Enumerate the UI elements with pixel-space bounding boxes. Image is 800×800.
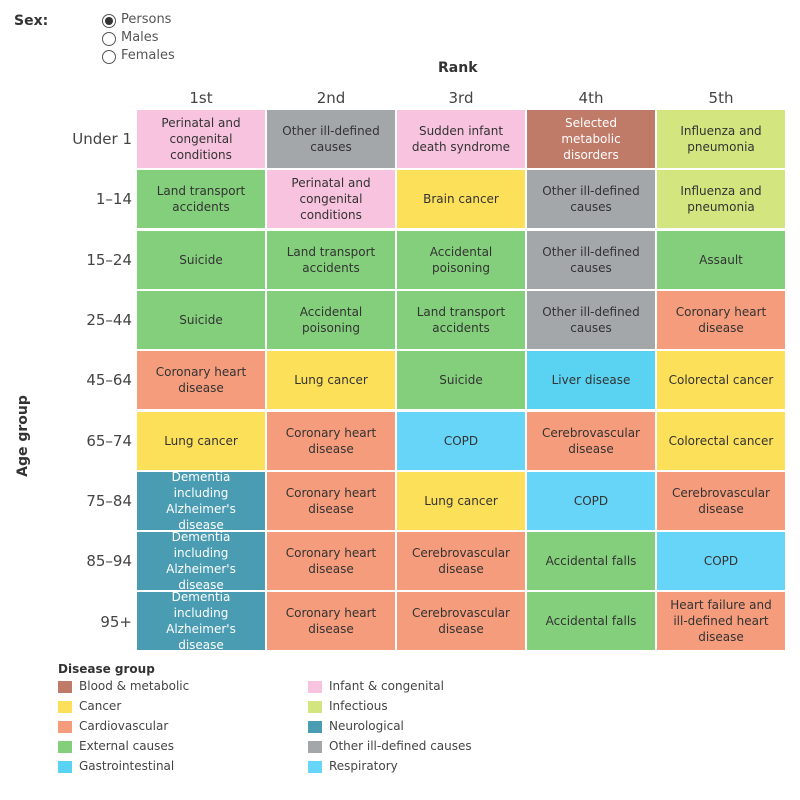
rank-header: 1st	[189, 89, 213, 107]
age-group-label: 1–14	[95, 190, 132, 209]
cause-cell[interactable]: Cerebrovascular disease	[657, 471, 785, 530]
age-group-label: 25–44	[86, 311, 132, 330]
cause-cell[interactable]: Land transport accidents	[137, 170, 265, 229]
cause-cell[interactable]: Coronary heart disease	[137, 351, 265, 410]
cause-cell[interactable]: Suicide	[137, 290, 265, 349]
cause-cell[interactable]: Suicide	[397, 351, 525, 410]
cause-cell[interactable]: Cerebrovascular disease	[527, 411, 655, 470]
cause-cell[interactable]: Coronary heart disease	[267, 411, 395, 470]
filter-label: Sex:	[14, 13, 49, 29]
legend-swatch	[308, 761, 322, 773]
legend-label: Cancer	[79, 699, 122, 713]
cause-cell[interactable]: Assault	[657, 230, 785, 289]
cause-cell[interactable]: Lung cancer	[137, 411, 265, 470]
cause-cell[interactable]: Liver disease	[527, 351, 655, 410]
cause-cell[interactable]: Colorectal cancer	[657, 351, 785, 410]
rank-header: 4th	[578, 89, 604, 107]
legend-label: Infant & congenital	[329, 679, 444, 693]
cause-cell[interactable]: Lung cancer	[397, 471, 525, 530]
radio-button[interactable]	[102, 14, 116, 28]
legend-label: Infectious	[329, 699, 388, 713]
cause-cell[interactable]: Accidental falls	[527, 592, 655, 651]
cause-cell[interactable]: Other ill-defined causes	[527, 230, 655, 289]
cause-cell[interactable]: Heart failure and ill-defined heart dise…	[657, 592, 785, 651]
cause-cell[interactable]: Coronary heart disease	[267, 532, 395, 591]
cause-cell[interactable]: Other ill-defined causes	[527, 170, 655, 229]
age-group-label: 95+	[100, 612, 132, 631]
age-group-label: 75–84	[86, 491, 132, 510]
cause-cell[interactable]: Lung cancer	[267, 351, 395, 410]
cause-cell[interactable]: Accidental falls	[527, 532, 655, 591]
age-group-label: 65–74	[86, 431, 132, 450]
legend-label: Neurological	[329, 719, 404, 733]
legend-swatch	[58, 741, 72, 753]
cause-cell[interactable]: Other ill-defined causes	[527, 290, 655, 349]
cause-cell[interactable]: Selected metabolic disorders	[527, 110, 655, 168]
legend-label: External causes	[79, 739, 175, 753]
cause-cell[interactable]: Sudden infant death syndrome	[397, 110, 525, 168]
cause-cell[interactable]: Other ill-defined causes	[267, 110, 395, 168]
cause-cell[interactable]: Accidental poisoning	[267, 290, 395, 349]
cause-cell[interactable]: Brain cancer	[397, 170, 525, 229]
rank-title: Rank	[438, 60, 478, 76]
cause-cell[interactable]: Colorectal cancer	[657, 411, 785, 470]
cause-cell[interactable]: Cerebrovascular disease	[397, 592, 525, 651]
age-group-label: 45–64	[86, 371, 132, 390]
cause-cell[interactable]: Cerebrovascular disease	[397, 532, 525, 591]
age-group-label: 85–94	[86, 552, 132, 571]
legend-swatch	[308, 741, 322, 753]
cause-cell[interactable]: Land transport accidents	[397, 290, 525, 349]
legend-title: Disease group	[58, 662, 155, 676]
cause-cell[interactable]: COPD	[527, 471, 655, 530]
age-group-label: 15–24	[86, 250, 132, 269]
legend-label: Blood & metabolic	[79, 679, 190, 693]
cause-cell[interactable]: Coronary heart disease	[267, 471, 395, 530]
radio-label[interactable]: Persons	[121, 12, 172, 27]
age-group-label: Under 1	[72, 130, 132, 149]
cause-cell[interactable]: Influenza and pneumonia	[657, 110, 785, 168]
cause-cell[interactable]: Perinatal and congenital conditions	[137, 110, 265, 168]
cause-cell[interactable]: COPD	[657, 532, 785, 591]
cause-cell[interactable]: COPD	[397, 411, 525, 470]
cause-cell[interactable]: Perinatal and congenital conditions	[267, 170, 395, 229]
legend-label: Cardiovascular	[79, 719, 169, 733]
legend-swatch	[308, 701, 322, 713]
legend-swatch	[58, 701, 72, 713]
radio-label[interactable]: Males	[121, 30, 159, 45]
legend-swatch	[308, 681, 322, 693]
legend-swatch	[58, 761, 72, 773]
radio-button[interactable]	[102, 50, 116, 64]
legend-label: Gastrointestinal	[79, 759, 175, 773]
rank-header: 3rd	[448, 89, 474, 107]
cause-cell[interactable]: Accidental poisoning	[397, 230, 525, 289]
legend-label: Respiratory	[329, 759, 398, 773]
radio-button[interactable]	[102, 32, 116, 46]
legend-swatch	[58, 681, 72, 693]
cause-cell[interactable]: Coronary heart disease	[657, 290, 785, 349]
cause-cell[interactable]: Coronary heart disease	[267, 592, 395, 651]
legend-swatch	[308, 721, 322, 733]
radio-label[interactable]: Females	[121, 48, 175, 63]
cause-cell[interactable]: Suicide	[137, 230, 265, 289]
rank-header: 2nd	[316, 89, 346, 107]
legend-swatch	[58, 721, 72, 733]
cause-cell[interactable]: Dementia including Alzheimer's disease	[137, 590, 265, 652]
legend-label: Other ill-defined causes	[329, 739, 472, 753]
cause-cell[interactable]: Influenza and pneumonia	[657, 170, 785, 229]
rank-header: 5th	[708, 89, 734, 107]
cause-cell[interactable]: Dementia including Alzheimer's disease	[137, 530, 265, 592]
cause-cell[interactable]: Land transport accidents	[267, 230, 395, 289]
cause-cell[interactable]: Dementia including Alzheimer's disease	[137, 470, 265, 532]
